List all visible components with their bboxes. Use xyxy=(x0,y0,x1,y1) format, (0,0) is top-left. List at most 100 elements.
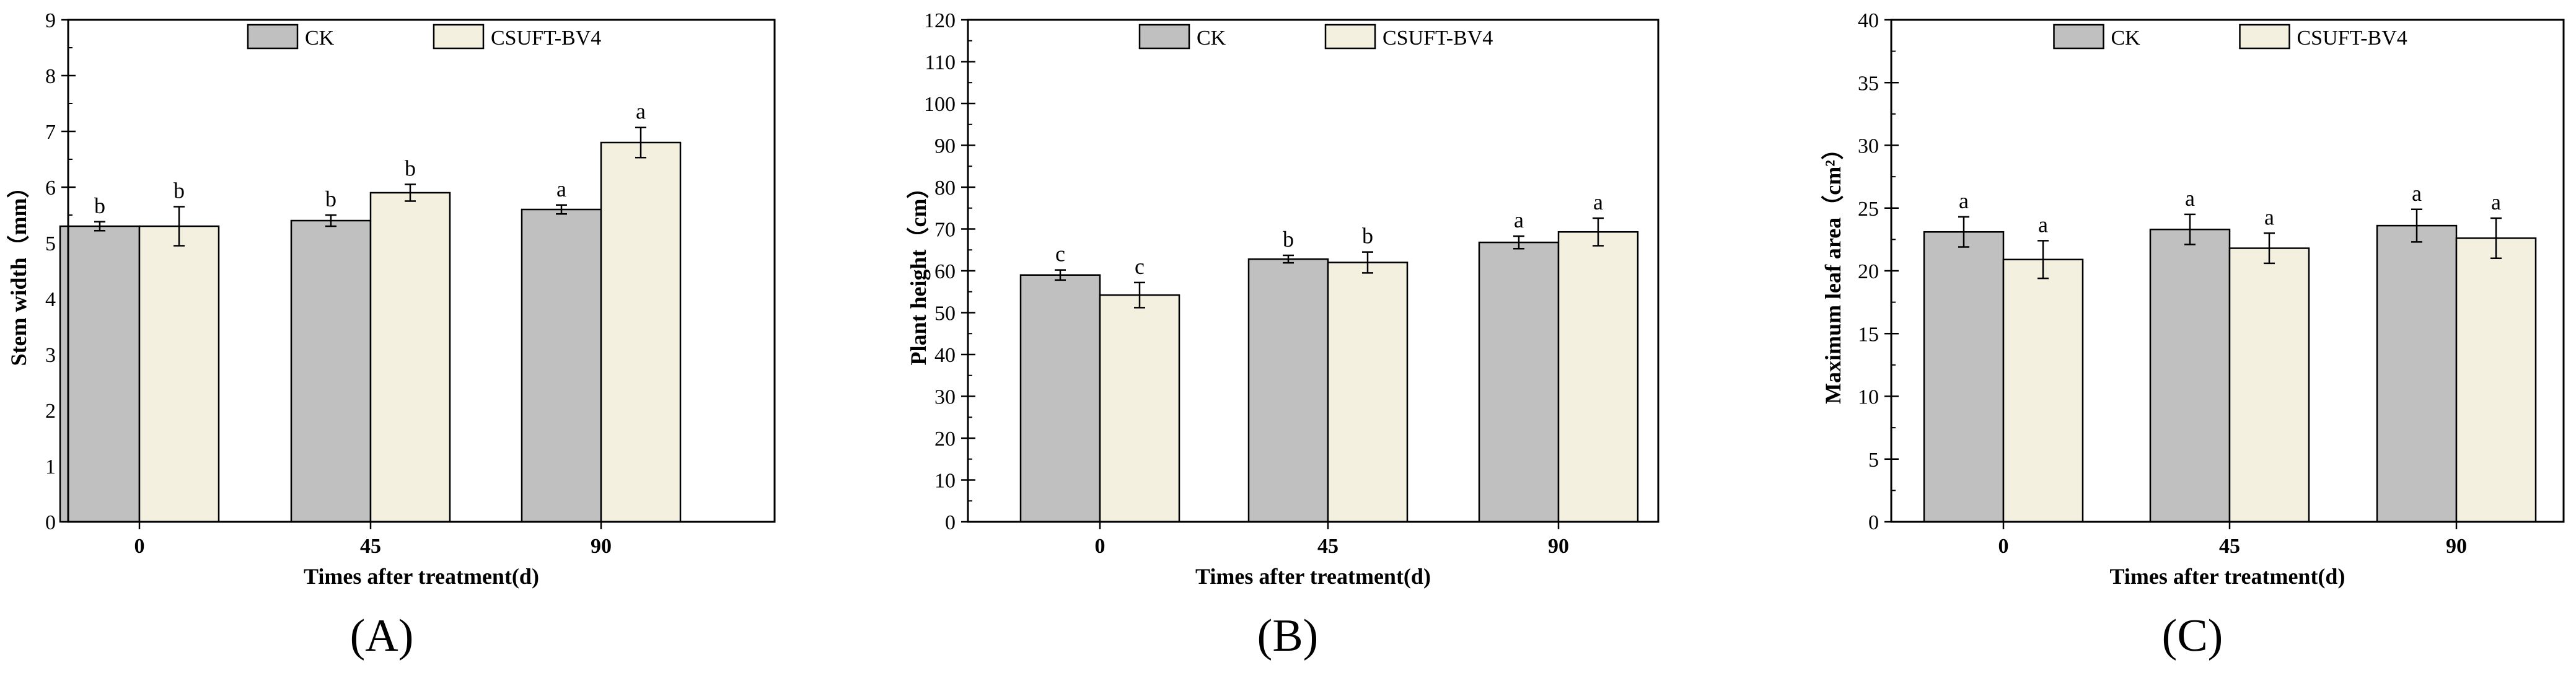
y-tick-label: 5 xyxy=(45,232,56,255)
bar-bv4 xyxy=(2228,247,2310,523)
x-tick-label: 45 xyxy=(1317,535,1339,558)
bar-bv4 xyxy=(2455,237,2537,523)
legend-swatch xyxy=(2053,24,2104,50)
x-axis-title: Times after treatment(d) xyxy=(2110,564,2345,589)
bar-ck xyxy=(59,225,141,523)
y-tick-label: 10 xyxy=(1858,386,1879,409)
bar-ck xyxy=(1923,231,2005,523)
legend-label: CSUFT-BV4 xyxy=(1383,27,1493,50)
panel-label: (C) xyxy=(2162,610,2223,661)
bar-bv4 xyxy=(600,141,682,523)
y-tick-label: 0 xyxy=(1868,511,1879,534)
bar-ck xyxy=(1247,258,1329,523)
significance-letter: a xyxy=(2412,181,2422,206)
y-tick-label: 25 xyxy=(1858,198,1879,221)
y-axis-title: Stem width（mm） xyxy=(6,176,31,366)
y-axis-title: Maximum leaf area（cm²） xyxy=(1821,138,1845,404)
x-axis-title: Times after treatment(d) xyxy=(304,564,539,589)
y-tick-label: 40 xyxy=(934,344,956,367)
y-tick-label: 60 xyxy=(934,260,956,283)
y-tick-label: 70 xyxy=(934,219,956,242)
legend-swatch xyxy=(2239,24,2290,50)
significance-letter: b xyxy=(1283,227,1294,252)
x-tick-label: 0 xyxy=(134,535,145,558)
y-tick-label: 120 xyxy=(924,9,956,32)
significance-letter: a xyxy=(1514,208,1524,232)
y-tick-label: 50 xyxy=(934,302,956,325)
significance-letter: a xyxy=(1959,188,1969,213)
chart-panel-2: 0 10 20 30 40 50 60 70 80 90 100 110 120 c b a c b a 0 45 90 T… xyxy=(906,9,1659,661)
significance-letter: b xyxy=(94,193,105,218)
x-tick-label: 90 xyxy=(591,535,612,558)
legend-label: CK xyxy=(1197,27,1226,50)
x-tick-label: 45 xyxy=(360,535,381,558)
y-tick-label: 30 xyxy=(1858,135,1879,158)
x-tick-label: 0 xyxy=(1998,535,2009,558)
y-tick-label: 80 xyxy=(934,177,956,200)
significance-letter: a xyxy=(2264,205,2274,229)
bar-bv4 xyxy=(1557,231,1639,523)
significance-letter: b xyxy=(1362,224,1373,249)
significance-letter: c xyxy=(1135,254,1145,279)
y-tick-label: 20 xyxy=(934,428,956,451)
y-tick-label: 0 xyxy=(45,511,56,534)
bar-ck xyxy=(2376,224,2458,523)
bar-ck xyxy=(1019,274,1101,523)
bar-ck xyxy=(290,219,372,523)
x-tick-label: 0 xyxy=(1095,535,1106,558)
bar-bv4 xyxy=(369,192,451,523)
y-tick-label: 4 xyxy=(45,288,56,311)
bar-ck xyxy=(2149,228,2231,523)
x-tick-label: 90 xyxy=(2446,535,2467,558)
y-tick-label: 40 xyxy=(1858,9,1879,32)
panel-label: (A) xyxy=(350,610,414,661)
bar-bv4 xyxy=(1099,294,1180,523)
y-tick-label: 0 xyxy=(945,511,956,534)
y-tick-label: 2 xyxy=(45,400,56,423)
significance-letter: a xyxy=(2038,212,2048,237)
legend-swatch xyxy=(1324,24,1376,50)
bar-bv4 xyxy=(138,225,220,523)
y-tick-label: 35 xyxy=(1858,72,1879,95)
significance-letter: b xyxy=(405,156,416,181)
significance-letter: a xyxy=(1593,190,1603,214)
legend-swatch xyxy=(247,24,299,50)
y-tick-label: 3 xyxy=(45,344,56,367)
bar-bv4 xyxy=(1327,262,1409,523)
y-tick-label: 90 xyxy=(934,135,956,158)
y-tick-label: 10 xyxy=(934,470,956,493)
significance-letter: a xyxy=(556,177,566,201)
y-tick-label: 6 xyxy=(45,177,56,200)
significance-letter: b xyxy=(325,187,336,211)
significance-letter: a xyxy=(2185,186,2195,211)
y-tick-label: 100 xyxy=(924,93,956,116)
legend-swatch xyxy=(1138,24,1190,50)
y-tick-label: 5 xyxy=(1868,449,1879,472)
legend-label: CK xyxy=(2111,27,2141,50)
x-axis-title: Times after treatment(d) xyxy=(1195,564,1431,589)
y-tick-label: 15 xyxy=(1858,323,1879,346)
x-tick-label: 90 xyxy=(1548,535,1569,558)
legend-label: CSUFT-BV4 xyxy=(2297,27,2407,50)
chart-panel-3: 0 5 10 15 20 25 30 35 40 a a a a a a 0 45 90 Times after t… xyxy=(1821,9,2565,661)
y-tick-label: 7 xyxy=(45,121,56,144)
legend-label: CK xyxy=(305,27,335,50)
bar-bv4 xyxy=(2002,258,2084,523)
y-tick-label: 20 xyxy=(1858,260,1879,283)
significance-letter: b xyxy=(174,178,185,203)
y-tick-label: 30 xyxy=(934,386,956,409)
significance-letter: a xyxy=(636,99,646,124)
y-tick-label: 8 xyxy=(45,65,56,88)
significance-letter: a xyxy=(2491,190,2501,214)
bar-ck xyxy=(1478,241,1560,523)
x-tick-label: 45 xyxy=(2219,535,2240,558)
plot-frame xyxy=(1890,19,2565,523)
panel-label: (B) xyxy=(1257,610,1319,661)
y-tick-label: 1 xyxy=(45,456,56,478)
plot-frame xyxy=(967,19,1659,523)
significance-letter: c xyxy=(1055,242,1065,266)
y-tick-label: 9 xyxy=(45,9,56,32)
